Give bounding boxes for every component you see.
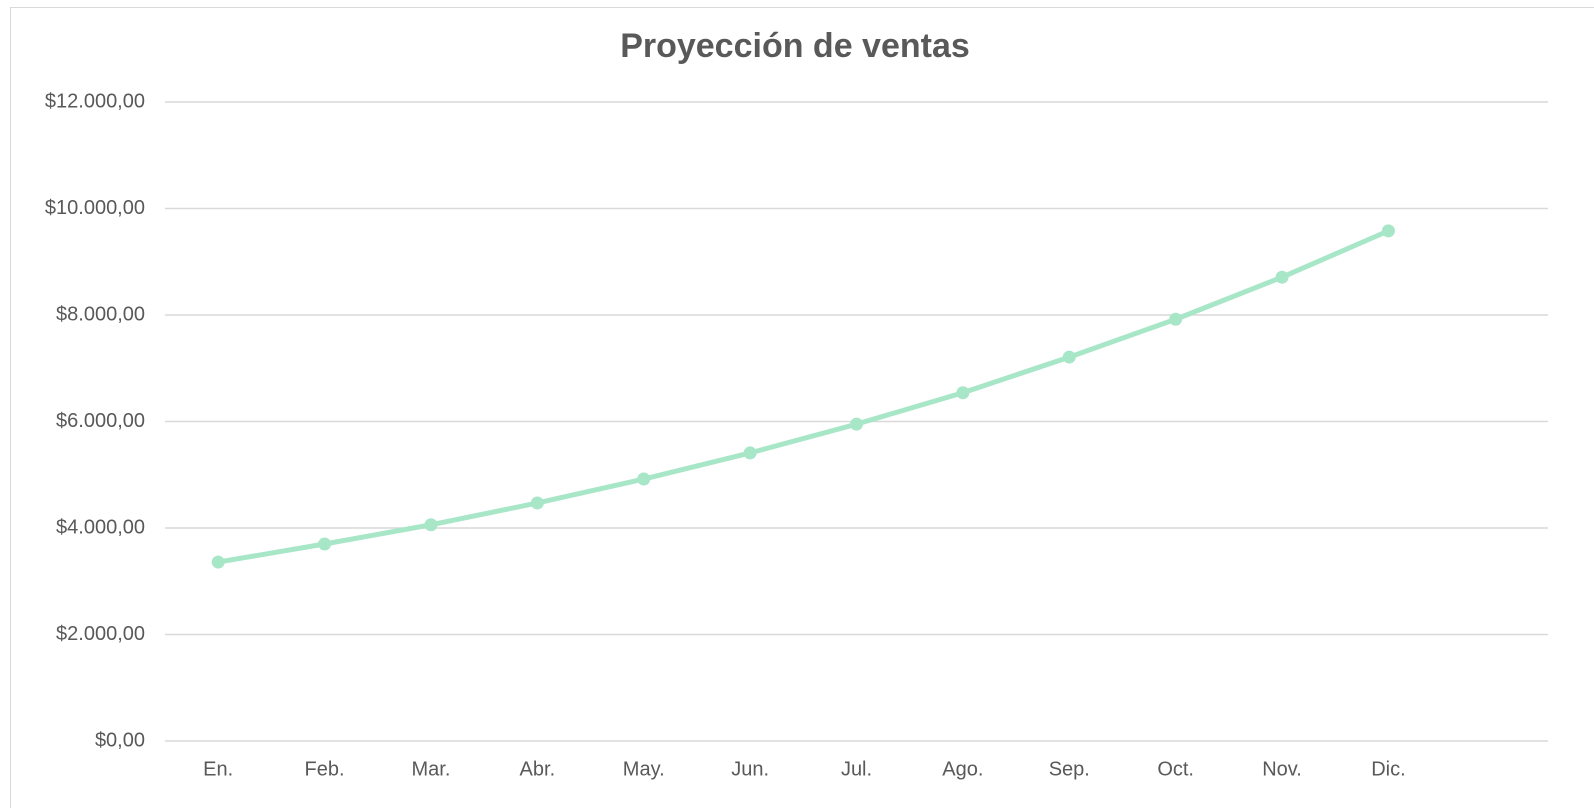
y-tick-label: $6.000,00	[56, 410, 145, 432]
data-point	[1275, 270, 1289, 284]
data-point	[850, 417, 863, 431]
x-tick-label: Oct.	[1157, 758, 1194, 780]
data-point	[424, 518, 438, 532]
data-point	[530, 496, 544, 510]
data-point	[318, 537, 332, 551]
data-point	[956, 386, 970, 400]
chart-frame	[10, 7, 1594, 808]
series-line	[215, 228, 1391, 565]
data-point	[1062, 350, 1076, 364]
data-point	[1169, 312, 1183, 326]
y-tick-label: $12.000,00	[45, 90, 145, 112]
chart-title: Proyección de ventas	[620, 27, 970, 65]
x-tick-label: Feb.	[305, 758, 345, 780]
y-tick-label: $8.000,00	[56, 303, 145, 325]
y-tick-label: $10.000,00	[45, 197, 145, 219]
x-tick-label: Mar.	[412, 758, 451, 780]
data-point	[211, 555, 225, 569]
x-tick-label: May.	[623, 758, 665, 780]
data-point	[1381, 224, 1395, 238]
x-tick-label: Nov.	[1262, 758, 1302, 780]
x-tick-label: Abr.	[520, 758, 556, 780]
x-tick-label: Jun.	[731, 758, 769, 780]
y-tick-label: $4.000,00	[56, 516, 145, 538]
x-tick-label: Dic.	[1371, 758, 1405, 780]
x-tick-label: Ago.	[942, 758, 983, 780]
x-tick-label: Jul.	[841, 758, 872, 780]
data-point	[637, 472, 651, 486]
data-point	[743, 446, 757, 460]
x-tick-label: Sep.	[1049, 758, 1090, 780]
x-tick-label: En.	[203, 758, 233, 780]
y-tick-label: $2.000,00	[56, 623, 145, 645]
y-tick-label: $0,00	[95, 729, 145, 751]
